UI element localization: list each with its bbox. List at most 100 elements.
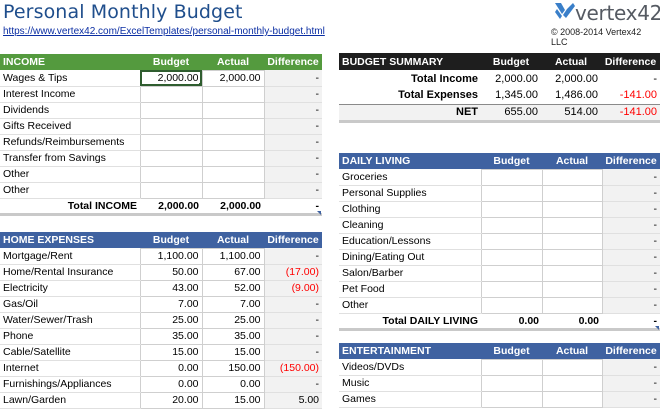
row-label: Other [0, 182, 140, 199]
actual-cell[interactable] [201, 101, 265, 119]
actual-cell[interactable] [541, 248, 603, 266]
table-row: Lawn/Garden 20.00 15.00 5.00 [0, 391, 322, 409]
summary-net-row: NET 655.00 514.00 -141.00 [339, 103, 660, 123]
budget-cell[interactable] [480, 280, 543, 298]
budget-cell[interactable] [480, 232, 543, 250]
budget-cell[interactable] [480, 358, 543, 376]
page-title: Personal Monthly Budget [3, 1, 243, 23]
budget-cell[interactable]: 7.00 [139, 295, 203, 313]
actual-cell[interactable] [201, 117, 265, 135]
budget-cell[interactable]: 0.00 [139, 359, 203, 377]
difference-cell: - [602, 217, 660, 234]
row-label: Gifts Received [0, 118, 140, 135]
row-label: Furnishings/Appliances [0, 376, 140, 393]
actual-cell[interactable]: 67.00 [201, 263, 265, 281]
actual-cell[interactable]: 15.00 [201, 343, 265, 361]
template-link[interactable]: https://www.vertex42.com/ExcelTemplates/… [3, 26, 325, 37]
budget-cell[interactable] [480, 184, 543, 202]
table-row: Videos/DVDs - [339, 358, 660, 376]
budget-cell[interactable] [139, 101, 203, 119]
budget-cell[interactable] [480, 200, 543, 218]
actual-cell[interactable] [541, 358, 603, 376]
difference-cell: - [264, 166, 322, 183]
table-row: Cable/Satellite 15.00 15.00 - [0, 343, 322, 361]
table-row: Phone 35.00 35.00 - [0, 327, 322, 345]
actual-cell[interactable]: 0.00 [201, 375, 265, 393]
budget-cell[interactable]: 0.00 [139, 375, 203, 393]
difference-cell: (9.00) [264, 280, 322, 297]
budget-cell[interactable]: 25.00 [139, 311, 203, 329]
budget-cell[interactable]: 1,100.00 [139, 247, 203, 265]
budget-cell-selected[interactable]: 2,000.00 [139, 69, 203, 87]
actual-cell[interactable] [541, 280, 603, 298]
actual-cell[interactable]: 35.00 [201, 327, 265, 345]
table-row: Dividends - [0, 101, 322, 119]
summary-difference: - [653, 72, 657, 85]
actual-cell[interactable]: 15.00 [201, 391, 265, 409]
budget-cell[interactable] [480, 374, 543, 392]
actual-cell[interactable] [541, 374, 603, 392]
actual-cell[interactable] [541, 232, 603, 250]
budget-cell[interactable] [139, 133, 203, 151]
difference-cell: - [264, 376, 322, 393]
summary-header-budget: Budget [481, 53, 541, 70]
actual-cell[interactable] [201, 133, 265, 151]
table-row: Pet Food - [339, 280, 660, 298]
entertainment-header-row: ENTERTAINMENT Budget Actual Difference [339, 343, 660, 359]
table-row: Home/Rental Insurance 50.00 67.00 (17.00… [0, 263, 322, 281]
corner-marker [317, 211, 321, 215]
budget-cell[interactable] [480, 264, 543, 282]
table-row: Dining/Eating Out - [339, 248, 660, 266]
cell-value: 2,000.00 [157, 72, 199, 84]
budget-cell[interactable]: 15.00 [139, 343, 203, 361]
row-label: Electricity [0, 280, 140, 297]
budget-cell[interactable] [480, 248, 543, 266]
logo-text: vertex42 [575, 1, 660, 25]
actual-cell[interactable] [201, 165, 265, 183]
actual-cell[interactable] [541, 184, 603, 202]
budget-cell[interactable] [139, 85, 203, 103]
total-actual: 0.00 [542, 312, 602, 331]
difference-cell: (150.00) [264, 360, 322, 377]
actual-cell[interactable] [541, 390, 603, 408]
budget-cell[interactable]: 35.00 [139, 327, 203, 345]
actual-cell[interactable] [201, 149, 265, 167]
actual-cell[interactable] [201, 85, 265, 103]
budget-cell[interactable] [139, 149, 203, 167]
actual-cell[interactable] [541, 264, 603, 282]
budget-cell[interactable]: 43.00 [139, 279, 203, 297]
actual-cell[interactable]: 7.00 [201, 295, 265, 313]
fill-handle[interactable] [198, 82, 201, 85]
actual-cell[interactable]: 52.00 [201, 279, 265, 297]
row-label: Clothing [339, 201, 481, 218]
actual-cell[interactable]: 1,100.00 [201, 247, 265, 265]
table-row: Internet 0.00 150.00 (150.00) [0, 359, 322, 377]
budget-cell[interactable] [480, 296, 543, 314]
budget-cell[interactable] [480, 216, 543, 234]
summary-difference: -141.00 [619, 89, 657, 102]
budget-cell[interactable] [139, 181, 203, 199]
actual-cell[interactable] [541, 200, 603, 218]
actual-cell[interactable] [541, 216, 603, 234]
row-label: Groceries [339, 169, 481, 186]
budget-cell[interactable]: 50.00 [139, 263, 203, 281]
copyright-text: © 2008-2014 Vertex42 LLC [551, 27, 642, 47]
row-label: Pet Food [339, 281, 481, 298]
income-total-row: Total INCOME 2,000.00 2,000.00 - [0, 197, 322, 216]
budget-cell[interactable] [139, 165, 203, 183]
actual-cell[interactable] [541, 168, 603, 186]
actual-cell[interactable]: 150.00 [201, 359, 265, 377]
actual-cell[interactable] [541, 296, 603, 314]
table-row: Games - [339, 390, 660, 408]
actual-cell[interactable] [201, 181, 265, 199]
actual-cell[interactable]: 2,000.00 [201, 69, 265, 87]
daily-living-table: DAILY LIVING Budget Actual Difference Gr… [339, 153, 660, 331]
budget-cell[interactable] [480, 168, 543, 186]
difference-cell: - [264, 344, 322, 361]
summary-row-label: Total Expenses [398, 89, 478, 102]
actual-cell[interactable]: 25.00 [201, 311, 265, 329]
budget-cell[interactable]: 20.00 [139, 391, 203, 409]
budget-cell[interactable] [480, 390, 543, 408]
row-label: Dividends [0, 102, 140, 119]
budget-cell[interactable] [139, 117, 203, 135]
